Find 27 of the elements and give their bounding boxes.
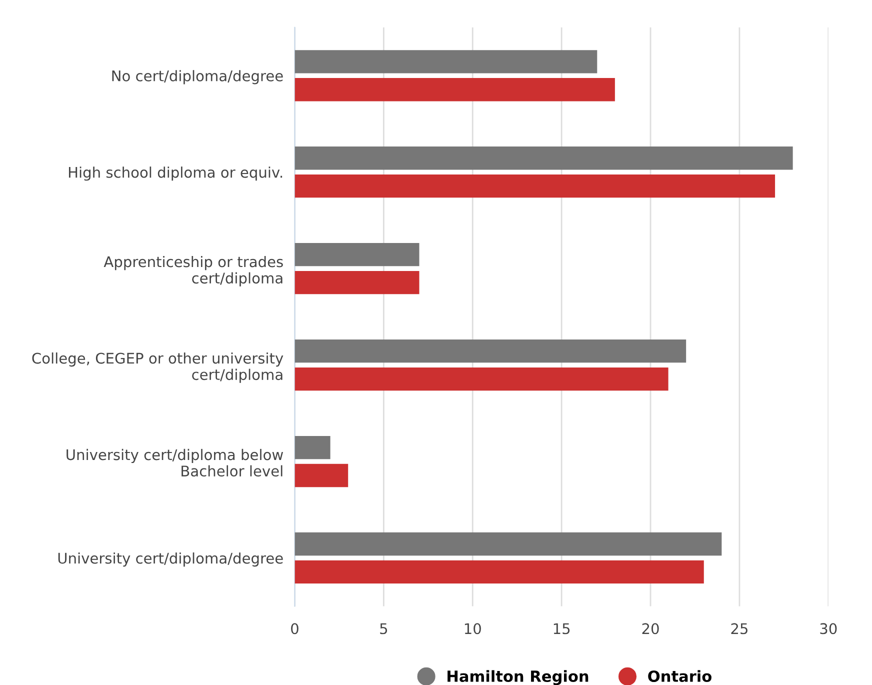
legend-label: Hamilton Region <box>448 670 588 685</box>
y-tick-label: High school diploma or equiv. <box>68 166 282 181</box>
bar <box>294 560 704 584</box>
bar <box>294 50 598 74</box>
y-tick-label: College, CEGEP or other university cert/diploma <box>32 352 284 383</box>
x-tick-label: 0 <box>291 623 298 634</box>
x-tick-label: 25 <box>731 623 748 634</box>
y-tick-label: University cert/diploma/degree <box>58 552 283 567</box>
y-tick-label: Apprenticeship or trades cert/diploma <box>104 256 283 286</box>
x-tick-label: 15 <box>554 623 570 634</box>
x-tick-label: 20 <box>642 623 659 634</box>
bar <box>294 146 793 170</box>
bar <box>294 464 348 488</box>
bar <box>294 339 686 363</box>
bar <box>294 270 420 294</box>
bar <box>294 174 776 198</box>
y-tick-label: No cert/diploma/degree <box>112 70 283 84</box>
bar <box>294 243 420 266</box>
x-tick-label: 30 <box>820 623 837 634</box>
bar <box>294 532 722 556</box>
legend-label: Ontario <box>648 670 712 682</box>
x-tick-label: 10 <box>464 623 481 634</box>
x-tick-label: 5 <box>380 623 388 634</box>
bar <box>294 436 330 460</box>
bar <box>294 78 615 102</box>
y-tick-label: University cert/diploma below Bachelor level <box>66 448 284 477</box>
bar <box>294 367 668 391</box>
